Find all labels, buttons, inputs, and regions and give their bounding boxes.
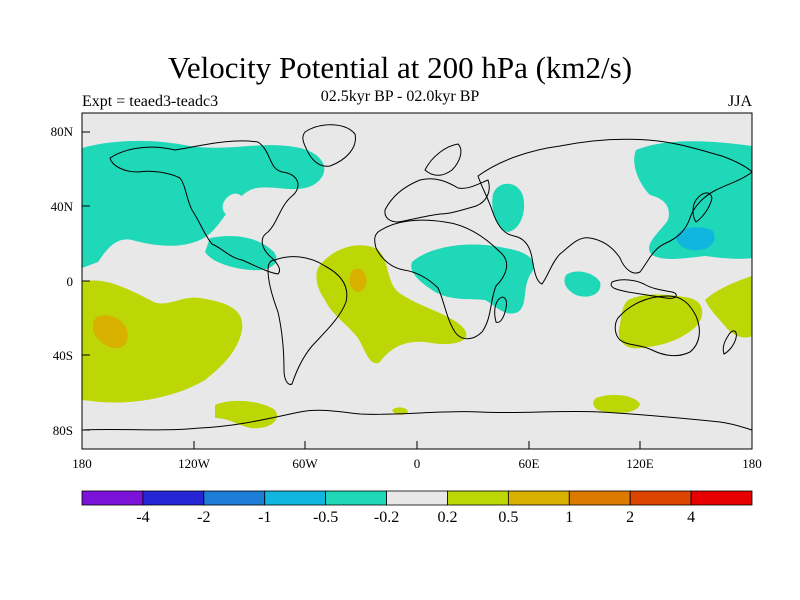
x-tick-label: 120E [626, 456, 654, 471]
season-label: JJA [727, 93, 752, 110]
colorbar-label: -0.5 [313, 509, 338, 526]
experiment-label: Expt = teaed3-teadc3 [82, 93, 219, 110]
contour-region-cyan [564, 271, 601, 297]
contour-region-yellowgreen [705, 276, 752, 338]
colorbar-swatch [264, 490, 327, 506]
y-tick-label: 40N [51, 199, 74, 214]
coastline-indonesia [610, 279, 677, 299]
contour-region-cyan [205, 235, 277, 271]
colorbar-swatch [203, 490, 266, 506]
y-tick-label: 80N [51, 124, 74, 139]
coastline-australia [614, 295, 700, 357]
x-tick-label: 180 [72, 456, 92, 471]
colorbar-swatch [81, 490, 144, 506]
colorbar-swatch [325, 490, 387, 506]
contour-region-yellowgreen [215, 400, 278, 429]
colorbar-label: 1 [565, 509, 573, 526]
colorbar-label: 4 [687, 509, 695, 526]
y-tick-label: 40S [53, 348, 73, 363]
contour-region-cyan [82, 140, 325, 268]
coastline-europe [384, 178, 490, 223]
coastline-new-zealand [722, 330, 737, 355]
contour-region-gold [349, 268, 367, 292]
colorbar-swatch [690, 490, 753, 506]
colorbar-swatch [386, 490, 448, 506]
coastline-madagascar [494, 296, 507, 323]
colorbar-swatch [507, 490, 570, 506]
coastline-north-america [109, 140, 299, 275]
contour-region-yellowgreen [593, 394, 640, 413]
colorbar-label: -2 [197, 509, 210, 526]
contour-region-yellowgreen [82, 280, 243, 403]
colorbar-swatch [142, 490, 205, 506]
coastline-africa [374, 219, 508, 340]
contour-region-gold [93, 315, 128, 349]
colorbar-label: 0.2 [437, 509, 457, 526]
coastlines [82, 124, 752, 431]
x-tick-label: 60W [292, 456, 318, 471]
x-tick-label: 0 [414, 456, 421, 471]
coastline-asia [477, 138, 752, 285]
coastline-greenland [302, 124, 356, 167]
contour-region-cyan [492, 183, 525, 232]
colorbar-swatch [568, 490, 631, 506]
map-subtitle: 02.5kyr BP - 02.0kyr BP [320, 88, 480, 105]
contour-region-cyan [634, 141, 752, 259]
y-tick-label: 80S [53, 423, 73, 438]
colorbar-label: -4 [136, 509, 149, 526]
contour-region-yellowgreen [618, 294, 703, 349]
x-tick-label: 60E [519, 456, 540, 471]
y-tick-label: 0 [67, 274, 74, 289]
x-tick-label: 180 [742, 456, 762, 471]
colorbar-label: -1 [258, 509, 271, 526]
coastline-japan [692, 192, 713, 223]
colorbar-label: 2 [626, 509, 634, 526]
axis-ticks [81, 131, 753, 449]
x-tick-label: 120W [178, 456, 211, 471]
colorbar-label: 0.5 [498, 509, 518, 526]
coastline-south-america [267, 256, 348, 385]
contour-fields [82, 140, 752, 429]
coastline-scandinavia [424, 143, 462, 176]
colorbar [81, 490, 753, 506]
contour-region-yellowgreen [392, 407, 408, 415]
colorbar-swatch [629, 490, 692, 506]
map-title: Velocity Potential at 200 hPa (km2/s) [167, 50, 633, 85]
contour-region-blue [676, 227, 715, 251]
colorbar-labels: -4 -2 -1 -0.5 -0.2 0.2 0.5 1 2 4 [136, 509, 695, 526]
contour-hole [222, 193, 244, 218]
colorbar-label: -0.2 [374, 509, 399, 526]
colorbar-swatch [447, 490, 509, 506]
coastline-antarctica [82, 409, 752, 431]
contour-region-cyan [411, 244, 534, 314]
